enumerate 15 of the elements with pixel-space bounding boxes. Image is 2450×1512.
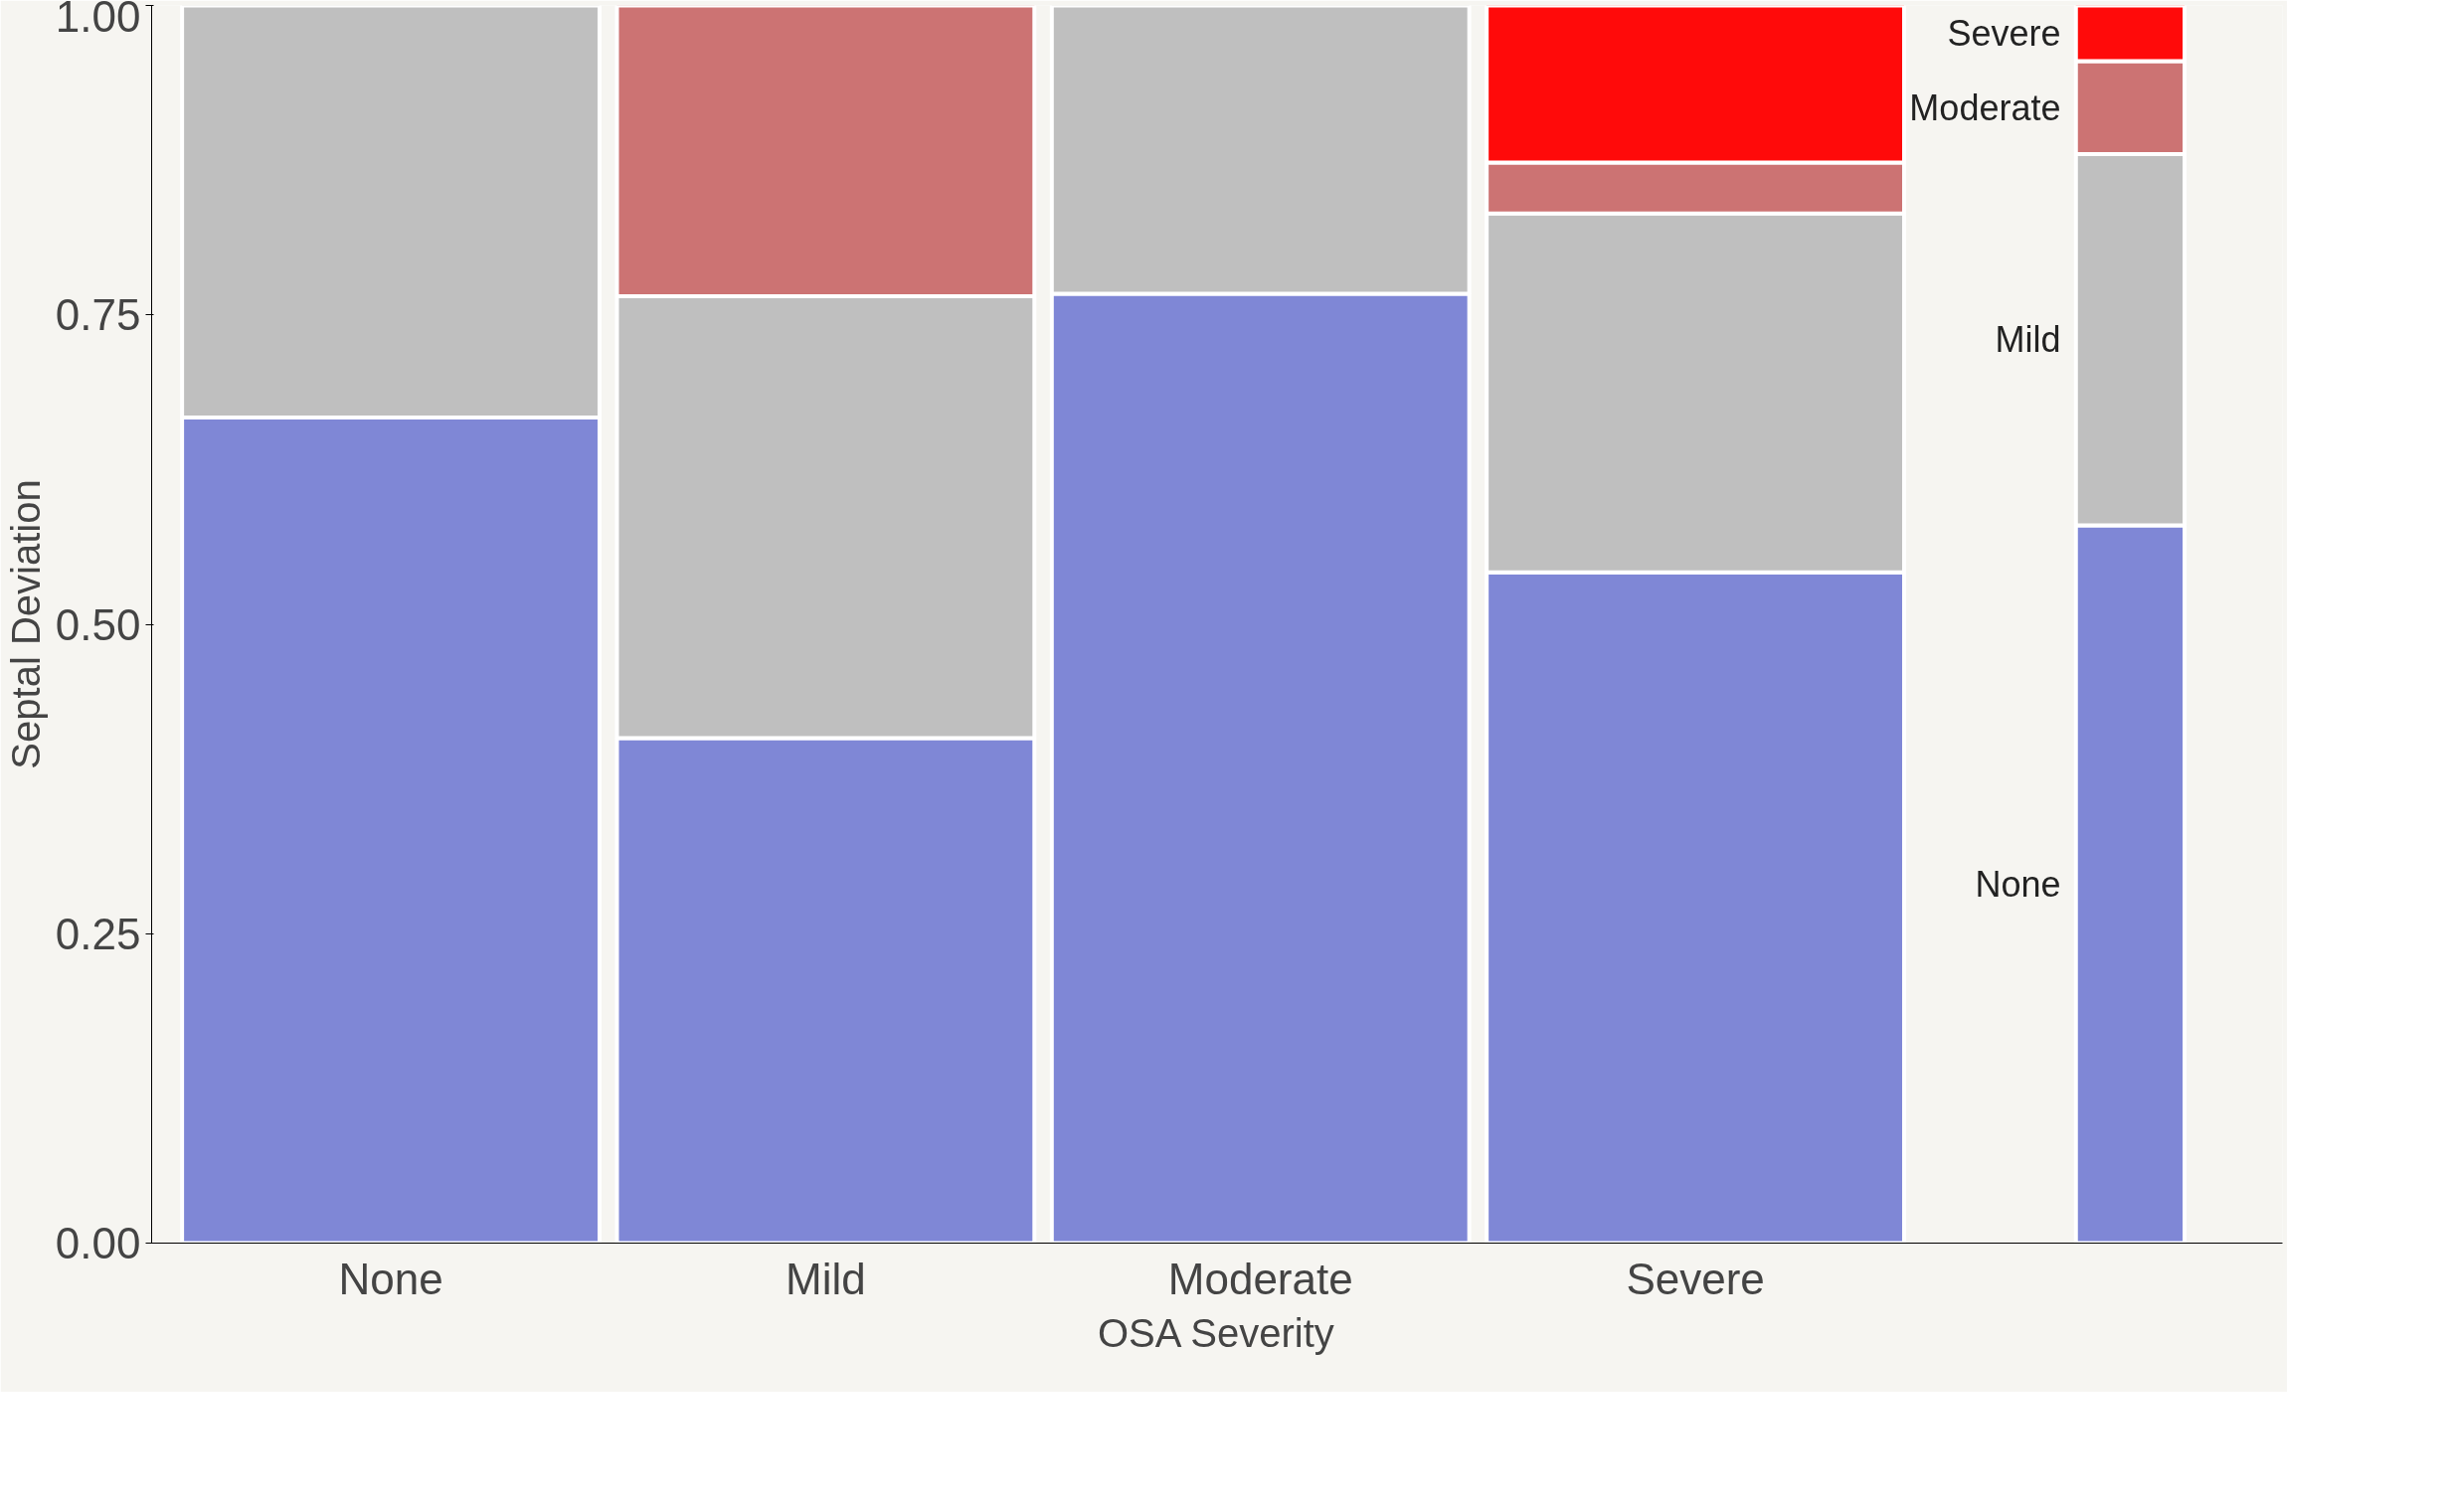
x-tick-label: Severe [1626,1254,1765,1303]
x-axis-title: OSA Severity [1097,1310,1334,1355]
y-tick-label: 0.25 [55,909,141,958]
y-tick-label: 1.00 [55,0,141,41]
series-label: Severe [1947,13,2061,55]
series-label: None [1975,863,2061,905]
x-tick-label: Moderate [1167,1254,1353,1303]
y-tick-label: 0.50 [55,599,141,649]
y-tick-label: 0.75 [55,290,141,340]
x-tick-label: Mild [786,1254,866,1303]
series-label: Mild [1995,319,2061,361]
y-tick-label: 0.00 [55,1219,141,1267]
series-label: Moderate [1909,86,2061,128]
y-axis-title: Septal Deviation [3,479,48,769]
x-tick-label: None [338,1254,443,1303]
